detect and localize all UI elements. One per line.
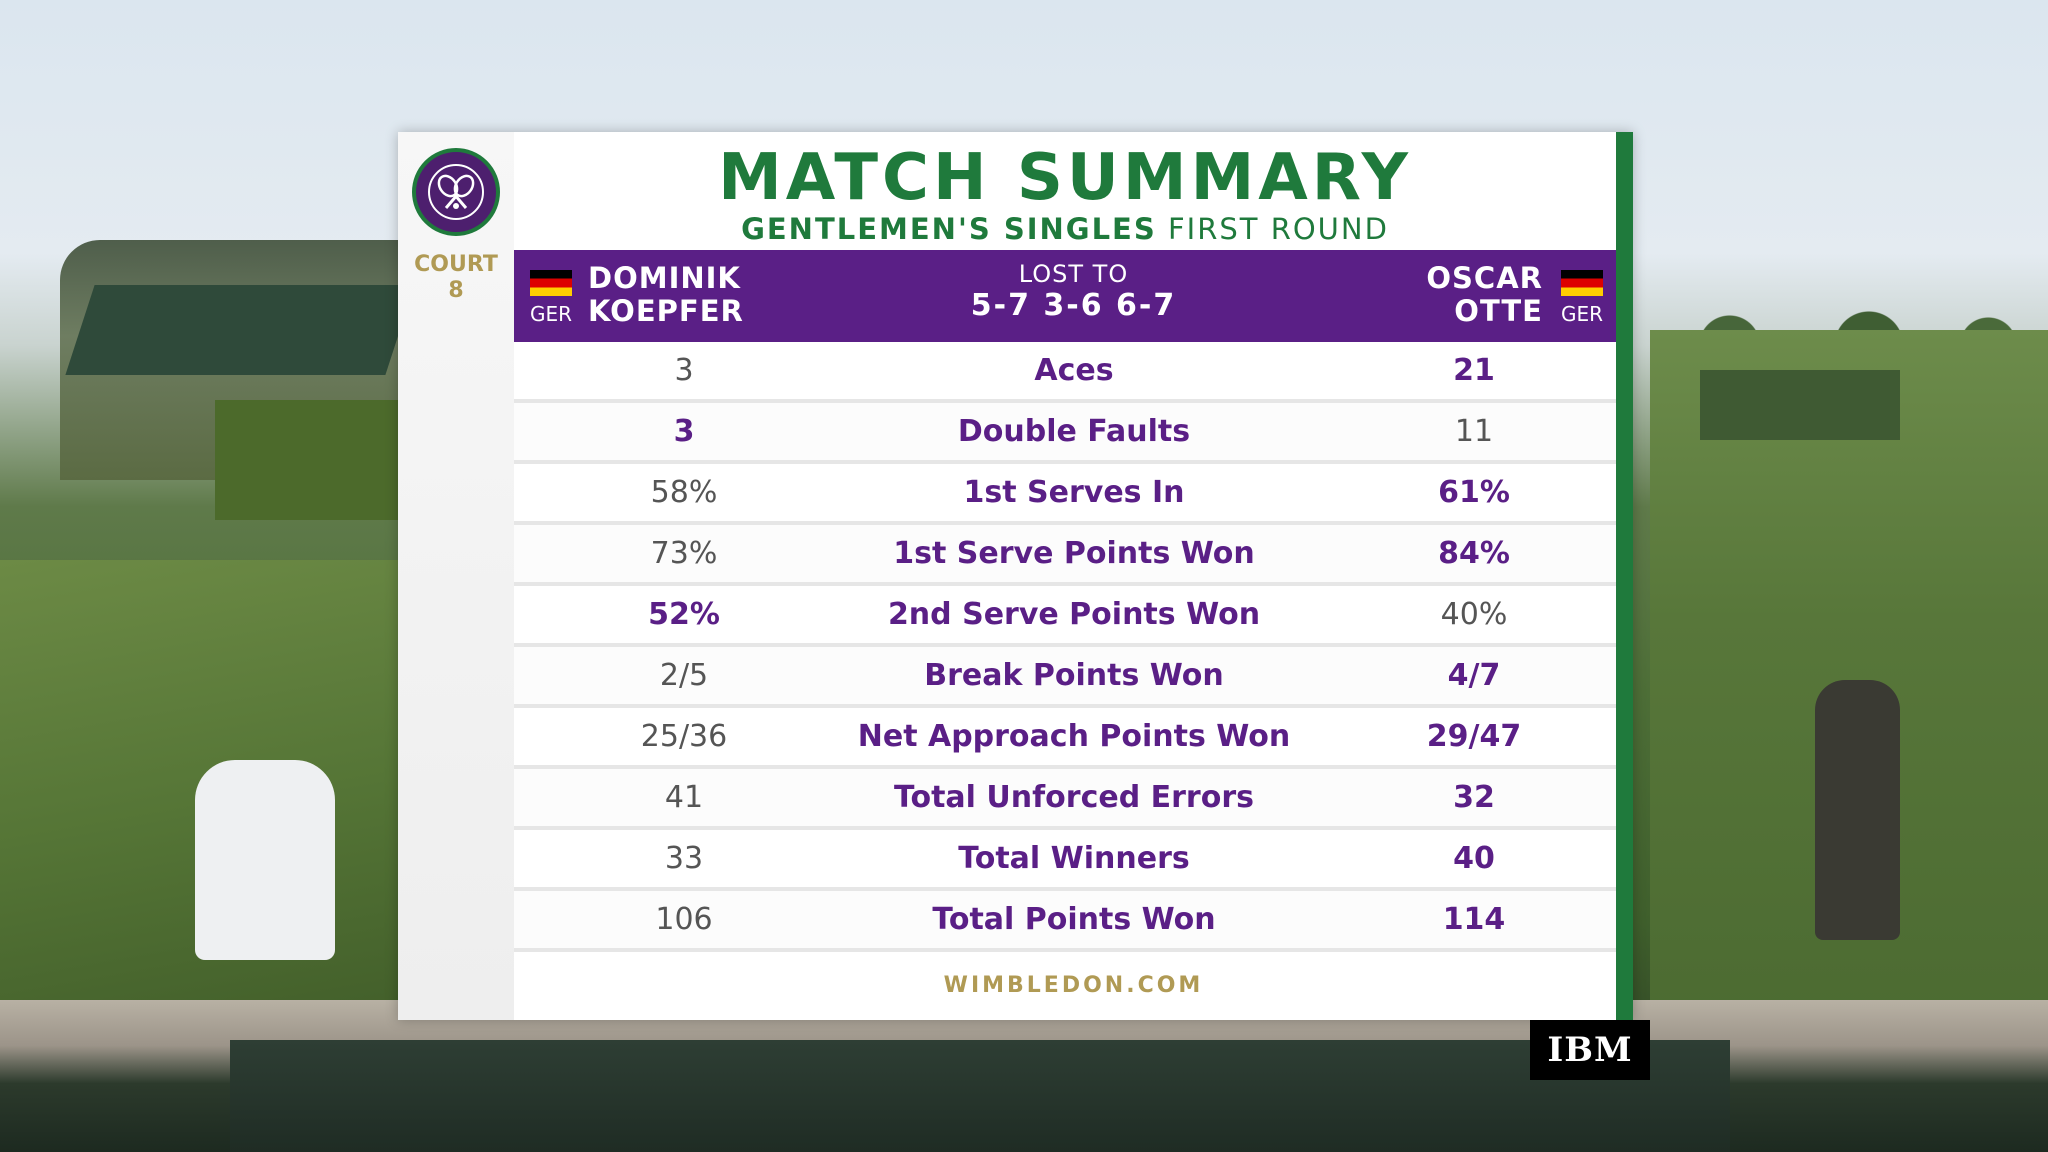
stat-row: 73% 1st Serve Points Won 84% [514, 525, 1633, 586]
players-header-bar: GER DOMINIK KOEPFER LOST TO 5-7 3-6 6-7 … [514, 250, 1633, 342]
green-edge-accent [1616, 132, 1633, 1020]
left-player-country: GER [530, 302, 573, 326]
court-label: COURT 8 [398, 252, 514, 304]
right-player-stat: 61% [1438, 475, 1510, 510]
right-player-country: GER [1560, 302, 1603, 326]
stat-label: Break Points Won [924, 658, 1224, 693]
court-number: 8 [448, 278, 464, 303]
round-name: FIRST ROUND [1167, 212, 1389, 246]
stat-label: 2nd Serve Points Won [887, 597, 1261, 632]
right-player-stat: 21 [1453, 353, 1495, 388]
stat-label: 1st Serves In [963, 475, 1185, 510]
stat-row: 3 Double Faults 11 [514, 403, 1633, 464]
right-player-stat: 114 [1442, 902, 1506, 937]
court-label-text: COURT [414, 252, 498, 277]
wimbledon-logo [412, 148, 500, 236]
wimbledon-crossed-rackets-icon [428, 164, 484, 220]
stat-label: Total Unforced Errors [894, 780, 1254, 815]
stat-row: 106 Total Points Won 114 [514, 891, 1633, 952]
stat-row: 41 Total Unforced Errors 32 [514, 769, 1633, 830]
building-right-background [1700, 370, 1900, 440]
right-player-last-name: OTTE [1454, 294, 1543, 328]
stat-row: 25/36 Net Approach Points Won 29/47 [514, 708, 1633, 769]
stats-table: 3 Aces 21 3 Double Faults 11 58% 1st Ser… [514, 342, 1633, 952]
stat-label: Aces [1034, 353, 1114, 388]
left-player-stat: 3 [674, 353, 694, 388]
title-area: MATCH SUMMARY GENTLEMEN'S SINGLES FIRST … [514, 132, 1616, 250]
left-player-stat: 41 [664, 780, 704, 815]
left-player-stat: 73% [650, 536, 718, 571]
page-title: MATCH SUMMARY [718, 141, 1412, 215]
ivy-wall-background [215, 400, 400, 520]
stat-row: 33 Total Winners 40 [514, 830, 1633, 891]
stat-label: 1st Serve Points Won [893, 536, 1255, 571]
right-player-stat: 40% [1440, 597, 1508, 632]
left-player-stat: 25/36 [640, 719, 728, 754]
spectator-figure [195, 760, 335, 960]
event-name: GENTLEMEN'S SINGLES [741, 212, 1157, 246]
result-label: LOST TO [1018, 260, 1129, 288]
left-player-name: DOMINIK KOEPFER [588, 262, 744, 328]
stat-row: 52% 2nd Serve Points Won 40% [514, 586, 1633, 647]
spectator-figure [1815, 680, 1900, 940]
left-player-last-name: KOEPFER [588, 294, 744, 328]
ibm-sponsor-logo: IBM [1530, 1020, 1650, 1080]
germany-flag-icon [530, 270, 572, 296]
stat-label: Total Winners [958, 841, 1190, 876]
left-player-first-name: DOMINIK [588, 261, 741, 295]
panel-sidebar: COURT 8 [398, 132, 514, 1020]
stat-label: Net Approach Points Won [857, 719, 1291, 754]
pond-background [230, 1040, 1730, 1152]
stat-label: Double Faults [957, 414, 1191, 449]
left-player-stat: 33 [664, 841, 704, 876]
left-player-stat: 52% [648, 597, 720, 632]
germany-flag-icon [1561, 270, 1603, 296]
event-subtitle: GENTLEMEN'S SINGLES FIRST ROUND [514, 212, 1616, 246]
left-player-stat: 106 [655, 902, 713, 937]
stat-label: Total Points Won [932, 902, 1216, 937]
stadium-roof-background [65, 285, 415, 375]
match-result: LOST TO 5-7 3-6 6-7 [514, 260, 1633, 324]
left-player-stat: 2/5 [659, 658, 709, 693]
website-footer: WIMBLEDON.COM [943, 973, 1204, 998]
right-player-stat: 32 [1453, 780, 1495, 815]
right-player-stat: 29/47 [1426, 719, 1522, 754]
match-score: 5-7 3-6 6-7 [970, 288, 1177, 323]
right-player-stat: 11 [1454, 414, 1494, 449]
stat-row: 2/5 Break Points Won 4/7 [514, 647, 1633, 708]
right-player-name: OSCAR OTTE [1426, 262, 1543, 328]
right-player-first-name: OSCAR [1426, 261, 1543, 295]
stat-row: 58% 1st Serves In 61% [514, 464, 1633, 525]
stat-row: 3 Aces 21 [514, 342, 1633, 403]
left-player-stat: 3 [673, 414, 695, 449]
match-summary-panel: COURT 8 MATCH SUMMARY GENTLEMEN'S SINGLE… [398, 132, 1633, 1020]
left-player-stat: 58% [650, 475, 718, 510]
right-player-stat: 40 [1453, 841, 1495, 876]
right-player-stat: 84% [1438, 536, 1510, 571]
right-player-stat: 4/7 [1447, 658, 1501, 693]
